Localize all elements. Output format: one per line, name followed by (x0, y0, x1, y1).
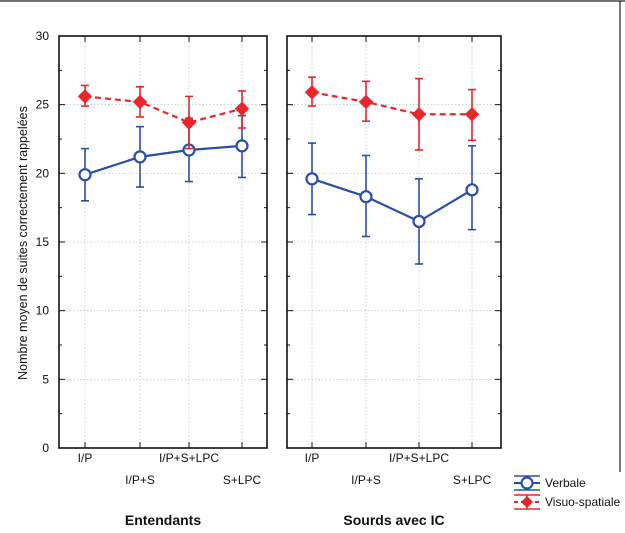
data-point (412, 214, 426, 228)
x-tick-label: I/P+S (351, 473, 381, 487)
y-axis-label: Nombre moyen de suites correctement rapp… (16, 106, 30, 380)
x-tick-label: I/P (78, 451, 93, 465)
data-point (465, 183, 479, 197)
data-point (234, 101, 250, 116)
legend-item-verbale: Verbale (514, 475, 586, 491)
data-point (181, 115, 197, 130)
data-point (78, 168, 92, 182)
y-tick-label: 25 (36, 98, 50, 112)
legend-label: Verbale (545, 476, 586, 490)
data-point (411, 107, 427, 122)
data-point (358, 94, 374, 110)
x-tick-label: I/P+S+LPC (159, 451, 219, 465)
legend-item-visuo-spatiale: Visuo-spatiale (514, 494, 620, 510)
y-tick-label: 30 (36, 29, 50, 43)
x-tick-label: I/P+S+LPC (389, 451, 449, 465)
y-tick-label: 5 (42, 372, 49, 386)
x-tick-label: S+LPC (453, 473, 492, 487)
series-verbale (78, 114, 249, 202)
data-point (359, 190, 373, 204)
y-tick-label: 20 (36, 166, 50, 180)
series-visuo-spatiale (304, 76, 480, 151)
data-point (235, 139, 249, 153)
y-tick-label: 15 (36, 235, 50, 249)
legend-label: Visuo-spatiale (545, 495, 620, 509)
x-tick-label: I/P+S (125, 473, 155, 487)
y-tick-label: 0 (42, 441, 49, 455)
data-point (464, 107, 480, 122)
chart-panels: 0 5 10 15 20 25 30 I/P I/P+S I/P+S+LPC S+LPC Entend… (36, 29, 502, 528)
x-tick-label: I/P (305, 451, 320, 465)
series-line (311, 91, 472, 116)
panel-entendants: 0 5 10 15 20 25 30 I/P I/P+S I/P+S+LPC S+LPC Entend… (36, 29, 268, 528)
series-verbale (305, 142, 479, 265)
panel-title: Entendants (125, 512, 201, 528)
data-point (132, 94, 148, 110)
series-line (84, 95, 243, 124)
series-visuo-spatiale (77, 84, 250, 150)
series-line (311, 177, 473, 223)
x-tick-label: S+LPC (223, 473, 262, 487)
data-point (133, 150, 147, 164)
legend-marker (521, 496, 533, 508)
data-point (305, 172, 319, 186)
chart-legend: Verbale Visuo-spatiale (514, 475, 620, 510)
legend-marker (520, 476, 534, 490)
data-point (304, 85, 320, 100)
series-line (84, 144, 243, 176)
panel-sourds-avec-ic: I/P I/P+S I/P+S+LPC S+LPC Sourds avec IC (286, 35, 502, 528)
data-point (77, 89, 93, 104)
panel-title: Sourds avec IC (343, 512, 444, 528)
y-tick-label: 10 (36, 304, 50, 318)
